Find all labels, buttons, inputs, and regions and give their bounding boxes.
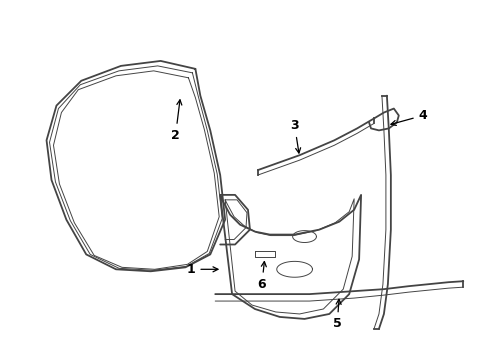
Text: 6: 6	[257, 262, 266, 291]
Text: 2: 2	[171, 100, 182, 142]
Text: 3: 3	[290, 119, 300, 153]
Text: 4: 4	[390, 109, 427, 125]
Text: 5: 5	[332, 299, 341, 330]
Text: 1: 1	[186, 263, 218, 276]
